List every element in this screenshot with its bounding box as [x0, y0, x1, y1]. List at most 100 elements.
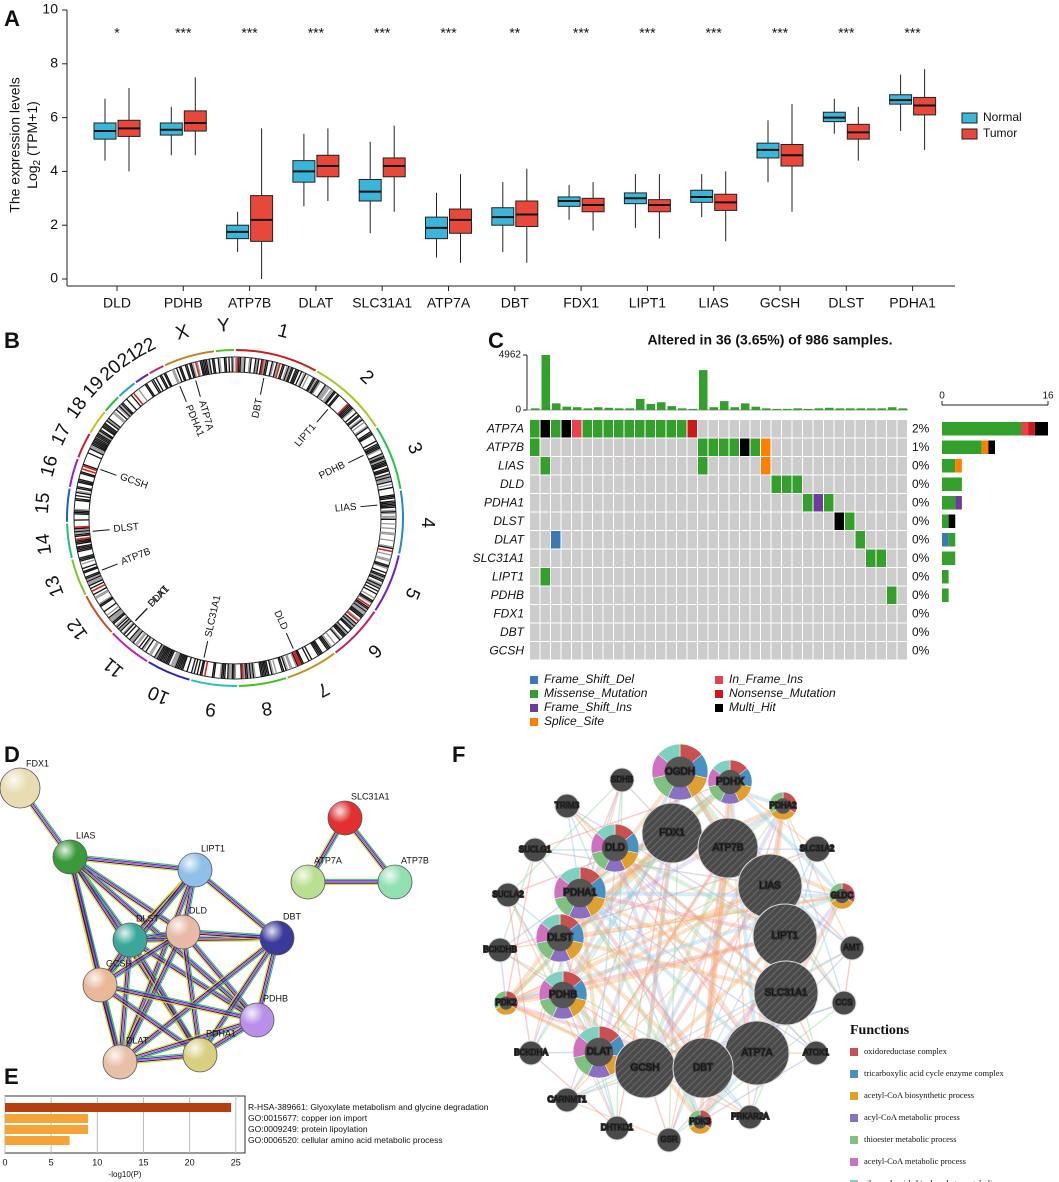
node-label: GCSH — [631, 1063, 660, 1074]
empty-cell — [614, 494, 624, 512]
empty-cell — [834, 568, 844, 586]
empty-cell — [782, 420, 792, 438]
node-label: ATP7A — [314, 855, 342, 865]
empty-cell — [635, 438, 645, 456]
x-tick-label: PDHA1 — [889, 295, 936, 311]
empty-cell — [782, 494, 792, 512]
node-label: DBT — [693, 1063, 713, 1074]
empty-cell — [551, 642, 561, 660]
empty-cell — [897, 549, 907, 567]
empty-cell — [782, 438, 792, 456]
chromosome-label: Y — [217, 315, 231, 337]
empty-cell — [719, 512, 729, 530]
empty-cell — [855, 457, 865, 475]
empty-cell — [666, 531, 676, 549]
legend-label: oxidoreductase complex — [864, 1046, 948, 1056]
count-bar — [948, 514, 956, 528]
edge — [131, 938, 203, 1054]
percent-label: 0% — [912, 532, 930, 546]
empty-cell — [572, 494, 582, 512]
mutation-cell — [540, 457, 550, 475]
empty-cell — [656, 475, 666, 493]
empty-cell — [792, 642, 802, 660]
empty-cell — [687, 549, 697, 567]
empty-cell — [561, 531, 571, 549]
chart-title: Altered in 36 (3.65%) of 986 samples. — [647, 332, 892, 348]
gene-tick — [360, 504, 378, 508]
x-tick-label: LIAS — [699, 295, 729, 311]
empty-cell — [708, 420, 718, 438]
empty-cell — [824, 475, 834, 493]
mutation-cell — [845, 512, 855, 530]
bar — [5, 1114, 89, 1123]
empty-cell — [740, 623, 750, 641]
edge — [643, 832, 674, 1069]
node-shine — [328, 801, 362, 835]
gene-node — [737, 1104, 763, 1130]
edge — [119, 1019, 258, 1063]
x-tick-label: 16 — [1042, 391, 1054, 402]
mutation-cell — [666, 420, 676, 438]
empty-cell — [540, 623, 550, 641]
edge — [782, 805, 845, 1004]
empty-cell — [530, 568, 540, 586]
edge — [117, 868, 194, 1062]
empty-cell — [687, 531, 697, 549]
empty-cell — [834, 623, 844, 641]
empty-cell — [761, 586, 771, 604]
empty-cell — [530, 605, 540, 623]
sample-bar — [751, 406, 760, 410]
legend-swatch — [850, 1092, 858, 1100]
empty-cell — [656, 438, 666, 456]
empty-cell — [761, 475, 771, 493]
empty-cell — [792, 605, 802, 623]
empty-cell — [897, 512, 907, 530]
gene-label: LIPT1 — [492, 569, 524, 583]
empty-cell — [866, 642, 876, 660]
empty-cell — [719, 457, 729, 475]
edge — [182, 931, 201, 1056]
empty-cell — [813, 420, 823, 438]
node-label: AMT — [844, 943, 861, 952]
empty-cell — [771, 531, 781, 549]
empty-cell — [866, 586, 876, 604]
mutation-cell — [561, 420, 571, 438]
empty-cell — [561, 605, 571, 623]
empty-cell — [572, 586, 582, 604]
mutation-cell — [782, 475, 792, 493]
empty-cell — [803, 623, 813, 641]
empty-cell — [677, 568, 687, 586]
empty-cell — [551, 494, 561, 512]
edge — [180, 933, 256, 1022]
empty-cell — [824, 438, 834, 456]
edge — [185, 931, 204, 1055]
empty-cell — [845, 642, 855, 660]
x-tick-label: DLAT — [299, 295, 334, 311]
gene-label: LIPT1 — [293, 421, 319, 449]
empty-cell — [708, 568, 718, 586]
empty-cell — [603, 512, 613, 530]
y-tick-label: 0 — [50, 270, 58, 286]
empty-cell — [729, 457, 739, 475]
empty-cell — [687, 438, 697, 456]
legend-label: tricarboxylic acid cycle enzyme complex — [864, 1068, 1004, 1078]
sample-bar — [657, 402, 666, 410]
gene-node — [554, 793, 580, 819]
empty-cell — [677, 438, 687, 456]
edge — [121, 939, 279, 1065]
sample-bar — [720, 401, 729, 410]
empty-cell — [813, 475, 823, 493]
empty-cell — [572, 512, 582, 530]
node-label: PDHB — [263, 993, 288, 1003]
empty-cell — [782, 568, 792, 586]
mutation-cell — [698, 457, 708, 475]
edge — [193, 871, 276, 941]
gene-label: FDX1 — [493, 606, 524, 620]
chromosome-arc — [89, 411, 106, 434]
empty-cell — [656, 568, 666, 586]
empty-cell — [771, 549, 781, 567]
empty-cell — [824, 457, 834, 475]
y-tick-label: 4 — [50, 162, 58, 178]
edge — [99, 987, 257, 1024]
mutation-cell — [761, 457, 771, 475]
